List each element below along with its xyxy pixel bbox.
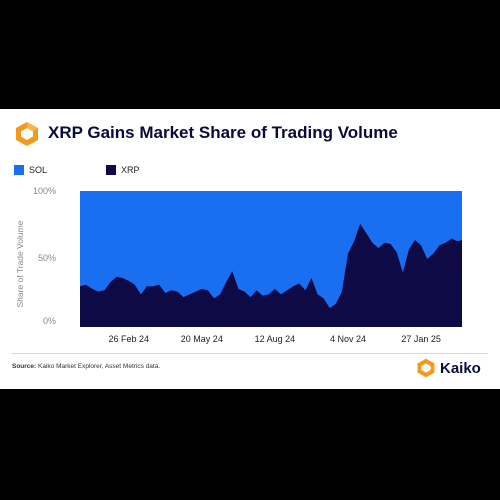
x-tick-label: 26 Feb 24 [108, 334, 149, 344]
legend-item-xrp: XRP [106, 165, 140, 175]
brand-name: Kaiko [440, 359, 481, 377]
y-tick-label: 50% [37, 253, 56, 263]
legend-item-sol: SOL [14, 165, 47, 175]
xrp-area [80, 223, 462, 327]
source-label: Source: [12, 363, 37, 370]
legend-label-sol: SOL [29, 165, 48, 175]
source-text: Kaiko Market Explorer, Asset Metrics dat… [38, 363, 161, 370]
footer-divider [12, 353, 488, 354]
chart-card: XRP Gains Market Share of Trading Volume… [0, 109, 500, 389]
source-note: Source: Kaiko Market Explorer, Asset Met… [12, 363, 160, 370]
legend-swatch-xrp [106, 165, 116, 175]
y-tick-label: 0% [42, 316, 56, 326]
area-chart [80, 191, 462, 327]
legend-swatch-sol [14, 165, 24, 175]
chart-title: XRP Gains Market Share of Trading Volume [48, 123, 398, 142]
kaiko-brand: Kaiko [416, 358, 481, 378]
x-tick-label: 12 Aug 24 [254, 334, 296, 344]
x-tick-label: 20 May 24 [180, 334, 223, 344]
kaiko-logo-icon [16, 122, 38, 146]
legend-label-xrp: XRP [121, 165, 140, 175]
y-tick-label: 100% [32, 186, 56, 196]
kaiko-brand-icon [417, 358, 435, 378]
x-tick-label: 27 Jan 25 [401, 334, 441, 344]
x-tick-label: 4 Nov 24 [329, 334, 367, 344]
